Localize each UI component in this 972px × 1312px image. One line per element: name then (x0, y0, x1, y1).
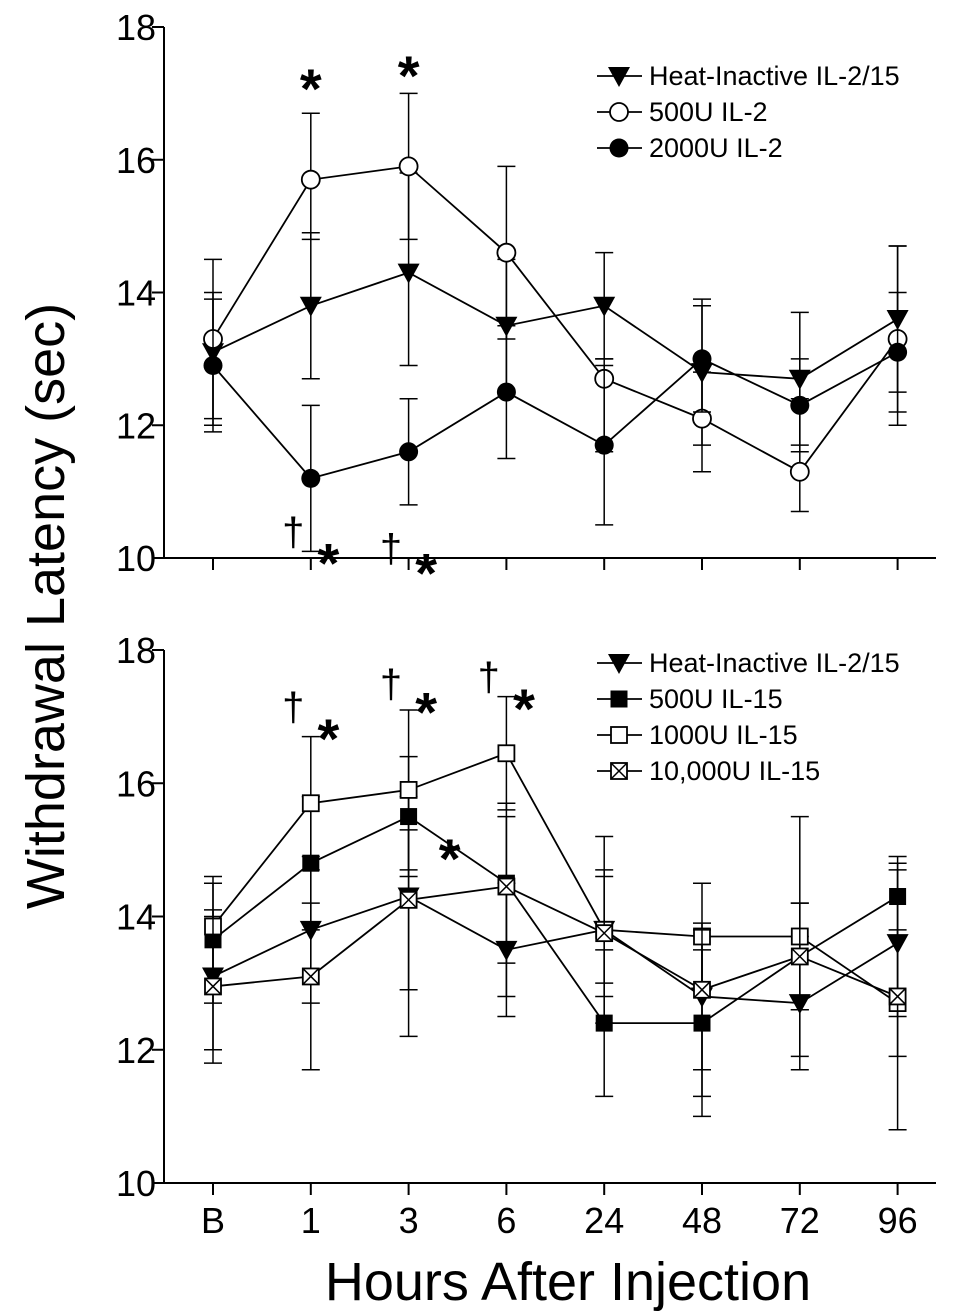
data-point (790, 947, 809, 966)
series-line (212, 895, 899, 1005)
legend-item: 500U IL-2 (597, 97, 768, 127)
data-point (497, 744, 516, 763)
y-axis-title: Withdrawal Latency (sec) (16, 303, 76, 909)
legend-label: Heat-Inactive IL-2/15 (649, 61, 900, 91)
x-tick-label: B (201, 1200, 225, 1241)
legend-item: Heat-Inactive IL-2/15 (597, 61, 900, 91)
legend-marker (610, 726, 628, 744)
legend-item: 10,000U IL-15 (597, 756, 820, 786)
error-bar (497, 815, 516, 998)
legend-label: 1000U IL-15 (649, 720, 798, 750)
y-tick-label: 12 (116, 1030, 156, 1071)
data-point (496, 382, 516, 402)
legend-item: 2000U IL-2 (597, 133, 783, 163)
data-point (888, 342, 908, 362)
y-tick-label: 16 (116, 140, 156, 181)
series-line (212, 752, 899, 1004)
series-2000u-il-2 (203, 291, 908, 553)
legend-marker (610, 690, 628, 708)
data-point (299, 296, 322, 317)
data-point (594, 435, 614, 455)
data-point (399, 890, 418, 909)
data-point (693, 980, 711, 999)
significance-star: * (439, 827, 461, 890)
legend-marker (608, 654, 630, 674)
legend-marker (609, 102, 629, 122)
x-tick-label: 24 (584, 1200, 624, 1241)
series-line (212, 351, 899, 480)
x-tick-label: 48 (682, 1200, 722, 1241)
data-point (398, 156, 419, 177)
data-point (397, 263, 420, 284)
legend-marker (608, 67, 630, 87)
significance-star: * (513, 677, 535, 740)
y-tick-label: 12 (116, 405, 156, 446)
significance-star: * (318, 532, 340, 595)
y-tick-label: 10 (116, 1163, 156, 1204)
legend-marker (610, 762, 628, 780)
legend-label: 10,000U IL-15 (649, 756, 820, 786)
data-point (203, 356, 223, 376)
data-point (497, 877, 516, 896)
y-tick-label: 10 (116, 538, 156, 579)
legend-item: 500U IL-15 (597, 684, 783, 714)
data-point (301, 794, 320, 813)
data-point (204, 977, 222, 996)
data-point (790, 395, 810, 415)
data-point (300, 169, 321, 190)
x-tick-label: 3 (399, 1200, 419, 1241)
y-tick-label: 18 (116, 630, 156, 671)
significance-star: * (415, 542, 437, 605)
significance-dagger: † (380, 527, 402, 571)
legend-item: Heat-Inactive IL-2/15 (597, 648, 900, 678)
series-10-000u-il-15 (204, 815, 907, 1118)
legend-label: 2000U IL-2 (649, 133, 783, 163)
x-tick-label: 72 (780, 1200, 820, 1241)
data-point (399, 781, 418, 799)
series-line (212, 271, 899, 380)
legend-label: Heat-Inactive IL-2/15 (649, 648, 900, 678)
data-point (595, 924, 614, 943)
data-point (399, 442, 419, 462)
error-bar (301, 902, 320, 1071)
series-line (212, 815, 899, 1024)
legend-item: 1000U IL-15 (597, 720, 798, 750)
legend-label: 500U IL-2 (649, 97, 768, 127)
significance-dagger: † (282, 510, 304, 554)
legend-label: 500U IL-15 (649, 684, 783, 714)
data-point (789, 461, 810, 482)
data-point (496, 242, 517, 263)
x-axis-title: Hours After Injection (325, 1252, 811, 1312)
x-tick-label: 96 (878, 1200, 918, 1241)
significance-star: * (318, 707, 340, 770)
significance-dagger: † (478, 656, 500, 700)
data-point (692, 349, 712, 369)
x-tick-label: 6 (496, 1200, 516, 1241)
significance-dagger: † (282, 686, 304, 730)
series-line (212, 885, 898, 998)
data-point (593, 296, 616, 317)
bottom-panel: 10 12 14 16 18 B 1 3 6 24 48 72 96 † * † * † * * Heat-Inacti… (116, 630, 936, 1241)
top-panel: 10 12 14 16 18 * * † * † * Heat-Inactive IL-2/15 500… (116, 7, 936, 605)
data-point (888, 987, 907, 1006)
error-bar (693, 929, 711, 1118)
y-tick-label: 16 (116, 763, 156, 804)
significance-star: * (300, 57, 322, 120)
legend: Heat-Inactive IL-2/15 500U IL-2 2000U IL-2 (597, 61, 900, 163)
data-point (301, 468, 321, 488)
significance-star: * (398, 44, 420, 107)
error-bar (399, 829, 418, 1038)
y-tick-label: 14 (116, 897, 156, 938)
data-point (301, 967, 320, 986)
x-tick-label: 1 (301, 1200, 321, 1241)
legend: Heat-Inactive IL-2/15 500U IL-15 1000U IL-… (597, 648, 900, 786)
legend-marker (609, 138, 629, 158)
significance-dagger: † (380, 662, 402, 706)
series-line (212, 165, 899, 473)
y-tick-label: 14 (116, 273, 156, 314)
y-tick-label: 18 (116, 7, 156, 48)
significance-star: * (415, 680, 437, 743)
